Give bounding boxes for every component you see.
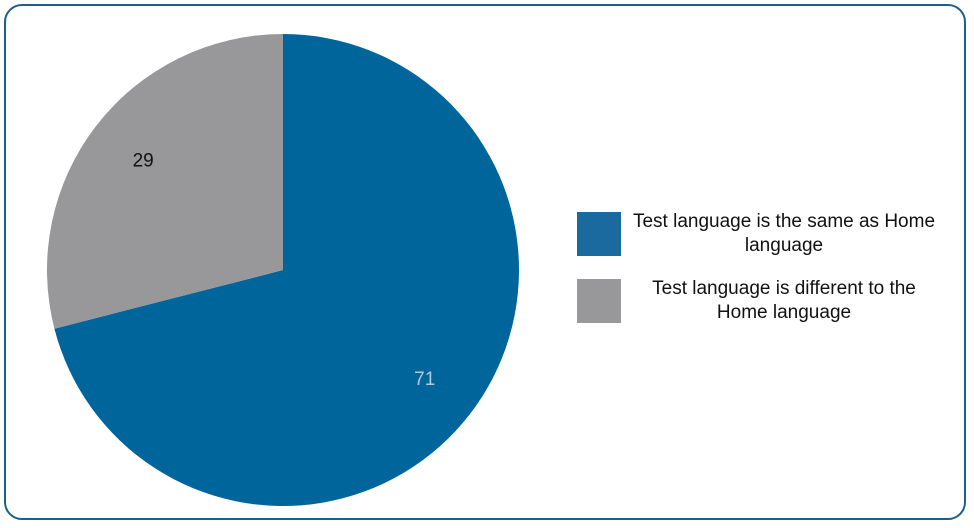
pie-slice-same-language	[54, 34, 520, 506]
pie-slice-different-language	[46, 34, 284, 329]
legend-label-different-language: Test language is different to the Home l…	[652, 278, 916, 323]
pie-slices	[46, 34, 520, 506]
legend-item-different-language: Test language is different to the Home l…	[577, 277, 943, 325]
legend-label-same-language: Test language is the same as Home langua…	[632, 211, 936, 256]
legend-swatch-different-language	[577, 279, 621, 323]
legend-item-same-language: Test language is the same as Home langua…	[577, 210, 943, 258]
data-label-different-language: 29	[133, 151, 154, 172]
pie-data-labels: 71 29	[133, 151, 436, 390]
legend-swatch-same-language	[577, 212, 621, 256]
data-label-same-language: 71	[414, 369, 435, 390]
